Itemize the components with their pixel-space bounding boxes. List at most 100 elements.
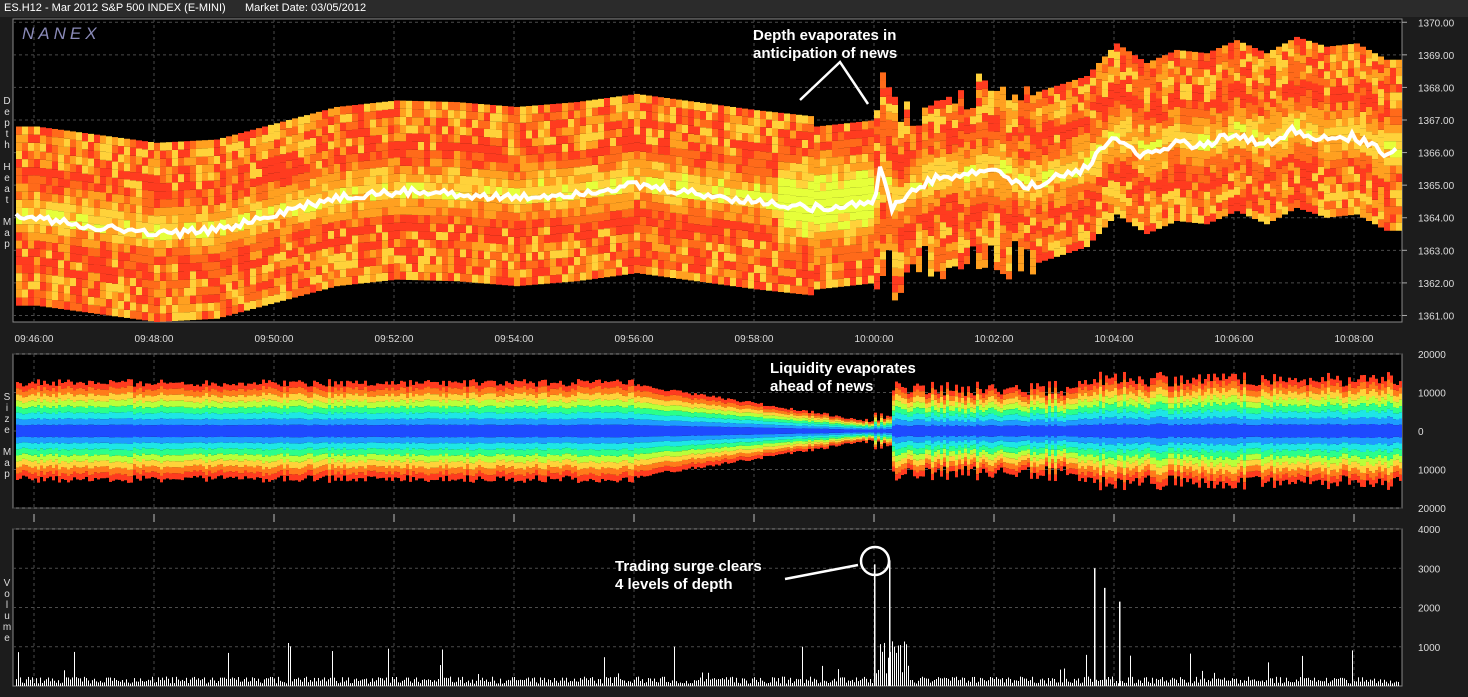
heat-cell [196, 140, 202, 149]
heat-cell [496, 186, 502, 196]
heat-cell [622, 168, 628, 178]
heat-cell [724, 244, 730, 253]
heat-cell [1054, 248, 1060, 257]
heat-cell [1192, 165, 1198, 175]
heat-cell [274, 245, 280, 254]
heat-cell [436, 215, 442, 224]
heat-cell [1150, 76, 1156, 85]
heat-cell [868, 210, 874, 219]
heat-cell [412, 166, 418, 175]
heat-cell [526, 146, 532, 155]
heat-cell [934, 157, 940, 166]
heat-cell [892, 227, 898, 236]
heat-cell [958, 204, 964, 213]
heat-cell [652, 112, 658, 121]
heat-cell [244, 286, 250, 295]
heat-cell [130, 196, 136, 205]
heat-cell [112, 177, 118, 186]
heat-cell [946, 104, 952, 114]
heat-cell [502, 179, 508, 188]
heat-cell [874, 126, 880, 135]
heat-cell [424, 150, 430, 159]
heat-cell [772, 218, 778, 227]
heat-cell [316, 282, 322, 292]
heat-cell [358, 226, 364, 235]
heat-cell [190, 311, 196, 321]
heat-cell [838, 140, 844, 149]
heat-cell [1030, 266, 1036, 275]
heat-cell [886, 225, 892, 234]
heat-cell [388, 231, 394, 240]
heat-cell [322, 264, 328, 274]
heat-cell [166, 248, 172, 257]
heat-cell [172, 247, 178, 256]
heat-cell [400, 125, 406, 134]
heat-cell [820, 264, 826, 273]
heat-cell [652, 161, 658, 170]
heat-cell [1270, 163, 1276, 173]
heat-cell [256, 152, 262, 161]
heat-cell [1204, 191, 1210, 200]
heat-cell [1162, 185, 1168, 194]
heat-cell [934, 125, 940, 134]
heat-cell [1054, 167, 1060, 176]
heat-cell [340, 179, 346, 188]
heat-cell [58, 162, 64, 171]
heat-cell [1144, 217, 1150, 226]
heat-cell [160, 256, 166, 265]
heat-cell [1138, 156, 1144, 165]
heat-cell [712, 218, 718, 227]
heat-cell [478, 226, 484, 235]
heat-cell [1060, 83, 1066, 92]
heat-cell [910, 223, 916, 232]
heat-cell [112, 210, 118, 219]
heat-cell [478, 242, 484, 251]
heat-cell [580, 166, 586, 175]
heat-cell [754, 199, 760, 208]
heat-cell [232, 167, 238, 176]
heat-cell [82, 263, 88, 272]
heat-cell [1126, 59, 1132, 68]
heat-cell [1354, 92, 1360, 101]
heat-cell [898, 235, 904, 245]
heat-cell [838, 237, 844, 247]
heat-cell [592, 140, 598, 149]
heat-cell [1000, 102, 1006, 112]
heat-cell [472, 266, 478, 275]
heat-cell [94, 305, 100, 314]
heat-cell [1114, 198, 1120, 207]
heat-cell [436, 223, 442, 232]
heat-cell [1108, 82, 1114, 91]
heat-cell [1084, 157, 1090, 166]
heat-cell [1234, 105, 1240, 114]
heat-cell [1336, 94, 1342, 103]
heat-cell [364, 225, 370, 235]
heat-cell [1300, 87, 1306, 96]
heat-cell [460, 151, 466, 160]
heat-cell [946, 259, 952, 268]
heat-cell [52, 210, 58, 219]
label-letter: h [4, 140, 10, 151]
heat-cell [418, 272, 424, 281]
heat-cell [778, 218, 784, 227]
heat-cell [652, 259, 658, 268]
heat-cell [922, 221, 928, 230]
heat-cell [1012, 192, 1018, 201]
heat-cell [1054, 224, 1060, 233]
heat-cell [376, 232, 382, 241]
heat-cell [52, 169, 58, 178]
heat-cell [952, 144, 958, 153]
heat-cell [418, 247, 424, 256]
heat-cell [910, 231, 916, 240]
heat-cell [532, 162, 538, 171]
heat-cell [1252, 105, 1258, 114]
heat-cell [460, 184, 466, 193]
heat-cell [1186, 157, 1192, 166]
heat-cell [988, 123, 994, 132]
heat-cell [1024, 118, 1030, 128]
heat-cell [124, 269, 130, 278]
heat-cell [100, 265, 106, 274]
heat-cell [574, 134, 580, 143]
heat-cell [46, 258, 52, 267]
heat-cell [1216, 88, 1222, 97]
